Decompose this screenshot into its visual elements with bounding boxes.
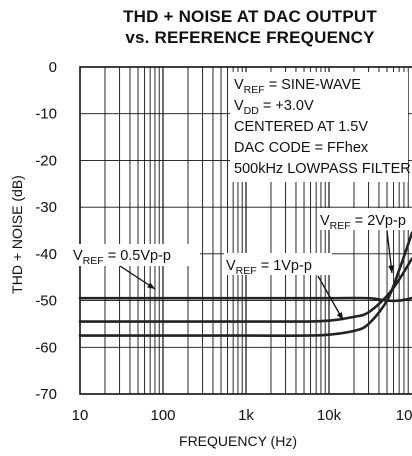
annotations: VREF = SINE-WAVE VDD = +3.0V CENTERED AT 1… <box>70 72 411 321</box>
series-label-0-5vpp: VREF = 0.5Vp-p <box>73 248 171 267</box>
y-tick-label: -50 <box>35 293 57 310</box>
condition-line-1: VDD = +3.0V <box>234 98 314 117</box>
label-bg-2vpp <box>317 208 410 230</box>
y-tick-label: -30 <box>35 199 57 216</box>
y-tick-label: -10 <box>35 106 57 123</box>
x-tick-label: 10k <box>317 407 342 424</box>
condition-line-0: VREF = SINE-WAVE <box>234 77 361 96</box>
y-axis-label: THD + NOISE (dB) <box>9 175 25 294</box>
arrow-0-5vpp-head <box>147 282 155 289</box>
y-tick-label: -70 <box>35 386 57 403</box>
chart-title-line-2: vs. REFERENCE FREQUENCY <box>125 28 375 47</box>
y-tick-label: 0 <box>49 59 57 76</box>
chart-title: THD + NOISE AT DAC OUTPUT vs. REFERENCE … <box>110 6 390 48</box>
x-axis-label: FREQUENCY (Hz) <box>179 433 297 449</box>
series-line-2vpp <box>78 231 412 337</box>
series-lines <box>78 231 412 337</box>
label-bg-0-5vpp <box>70 244 200 266</box>
condition-line-4: 500kHz LOWPASS FILTER <box>234 161 411 177</box>
x-tick-label: 10 <box>72 407 89 424</box>
plot-frame <box>79 66 412 395</box>
series-label-2vpp: VREF = 2Vp-p <box>320 213 406 232</box>
condition-line-3: DAC CODE = FFhex <box>234 140 369 156</box>
conditions-box <box>230 72 408 182</box>
x-tick-label: 100 <box>150 407 175 424</box>
condition-line-2: CENTERED AT 1.5V <box>234 119 368 135</box>
chart-title-line-1: THD + NOISE AT DAC OUTPUT <box>123 7 377 26</box>
series-line-0-5vpp <box>78 296 412 303</box>
x-tick-label: 100k <box>396 407 412 424</box>
arrow-1vpp-head <box>336 312 343 320</box>
x-tick-label: 1k <box>238 407 254 424</box>
tick-labels: 0 -10 -20 -30 -40 -50 -60 -70 10 100 1k 10k 100k <box>35 59 412 424</box>
y-tick-label: -20 <box>35 152 57 169</box>
arrow-1vpp <box>317 275 344 321</box>
label-bg-1vpp <box>224 253 332 275</box>
series-label-1vpp: VREF = 1Vp-p <box>226 258 312 277</box>
y-tick-label: -60 <box>35 339 57 356</box>
arrow-2vpp-head <box>388 265 395 273</box>
y-tick-label: -40 <box>35 246 57 263</box>
